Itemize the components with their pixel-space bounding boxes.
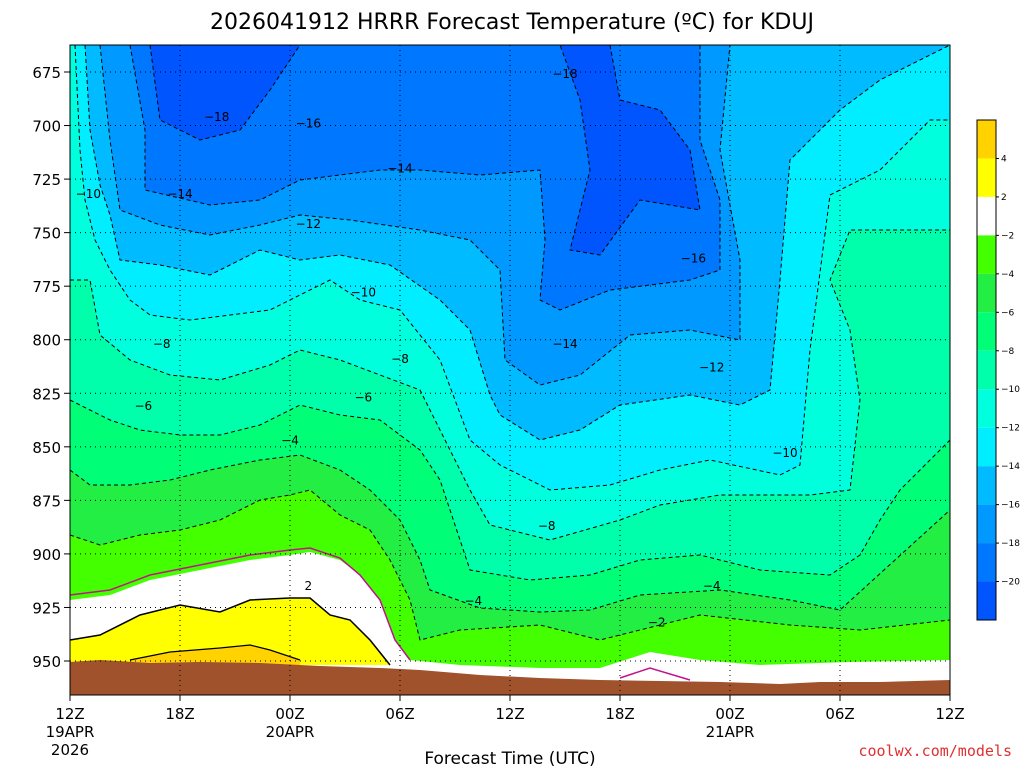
contour-label: −14 <box>387 161 412 175</box>
contour-label: −18 <box>552 67 577 81</box>
x-tick-label: 18Z <box>605 705 634 723</box>
x-date-label: 21APR <box>706 723 755 741</box>
x-tick-label: 06Z <box>825 705 854 723</box>
contour-label: 2 <box>305 579 313 593</box>
contour-label: −16 <box>681 251 706 265</box>
colorbar-label: −20 <box>1001 578 1020 588</box>
y-tick-label: 750 <box>32 225 61 243</box>
contour-label: −10 <box>772 446 797 460</box>
y-axis: 675 700 725 750 775 800 825 850 875 900 925 950 <box>32 64 70 671</box>
colorbar-segment <box>977 158 996 197</box>
colorbar-frame <box>976 119 997 621</box>
credit-text: coolwx.com/models <box>858 742 1012 760</box>
terrain <box>70 660 950 695</box>
x-tick-label: 12Z <box>55 705 84 723</box>
y-tick-label: 850 <box>32 439 61 457</box>
y-tick-label: 700 <box>32 118 61 136</box>
contour-labels: −18 −18 −16 −14 −14 −10 −12 −16 −10 −8 −14 −8 −12 −6 −… <box>76 67 798 629</box>
plot-area: −18 −18 −16 −14 −14 −10 −12 −16 −10 −8 −14 −8 −12 −6 −… <box>69 44 951 696</box>
colorbar: 4 2 −2 −4 −6 −8 −10 −12 −14 −16 −18 −20 <box>976 119 1020 621</box>
colorbar-label: −14 <box>1001 462 1020 472</box>
y-tick-label: 675 <box>32 64 61 82</box>
colorbar-segment <box>977 581 996 620</box>
colorbar-segment <box>977 273 996 313</box>
freezing-line <box>69 547 691 681</box>
x-tick-label: 12Z <box>935 705 964 723</box>
x-year-label: 2026 <box>51 741 89 759</box>
x-tick-label: 00Z <box>275 705 304 723</box>
contour-label: −18 <box>204 110 229 124</box>
colorbar-segment <box>977 235 996 274</box>
y-tick-label: 775 <box>32 278 61 296</box>
band-plus-4 <box>130 645 300 665</box>
contour-label: −8 <box>391 352 409 366</box>
y-tick-label: 875 <box>32 492 61 510</box>
colorbar-segment <box>977 427 996 467</box>
y-tick-label: 900 <box>32 546 61 564</box>
colorbar-segment <box>977 312 996 351</box>
contour-label: −2 <box>648 615 666 629</box>
y-tick-label: 950 <box>32 653 61 671</box>
y-tick-label: 825 <box>32 385 61 403</box>
chart-title: 2026041912 HRRR Forecast Temperature (ºC… <box>210 10 814 35</box>
colorbar-segment <box>977 196 996 236</box>
y-tick-label: 925 <box>32 599 61 617</box>
contour-label: −4 <box>464 594 482 608</box>
y-tick-label: 725 <box>32 171 61 189</box>
colorbar-label: −8 <box>1001 347 1015 357</box>
contour-label: −4 <box>281 433 299 447</box>
x-date-label: 20APR <box>266 723 315 741</box>
colorbar-segment <box>977 466 996 505</box>
x-tick-label: 18Z <box>165 705 194 723</box>
x-axis-label: Forecast Time (UTC) <box>424 749 595 768</box>
colorbar-segment <box>977 350 996 390</box>
x-date-label: 19APR <box>46 723 95 741</box>
contour-label: −10 <box>351 286 376 300</box>
colorbar-segment <box>977 543 996 582</box>
colorbar-segment <box>977 120 996 159</box>
plus-four-line <box>129 644 301 661</box>
colorbar-label: −16 <box>1001 501 1020 511</box>
contour-label: −6 <box>354 391 372 405</box>
contour-label: −6 <box>134 399 152 413</box>
contour-label: −12 <box>699 361 724 375</box>
contour-lines <box>69 44 951 641</box>
colorbar-segment <box>977 389 996 428</box>
contour-label: −8 <box>538 519 556 533</box>
x-tick-label: 12Z <box>495 705 524 723</box>
colorbar-label: −10 <box>1001 385 1020 395</box>
contour-label: −12 <box>296 217 321 231</box>
colorbar-segment <box>977 504 996 544</box>
contour-label: −10 <box>76 187 101 201</box>
contour-label: −14 <box>552 337 577 351</box>
colorbar-label: −18 <box>1001 539 1020 549</box>
contour-label: −4 <box>703 579 721 593</box>
colorbar-label: 2 <box>1001 193 1007 203</box>
contour-label: −8 <box>153 337 171 351</box>
colorbar-label: −4 <box>1001 270 1015 280</box>
contour-label: −14 <box>167 187 192 201</box>
colorbar-label: 4 <box>1001 154 1007 164</box>
colorbar-label: −2 <box>1001 231 1014 241</box>
grid-lines <box>70 45 950 695</box>
colorbar-label: −6 <box>1001 308 1015 318</box>
y-tick-label: 800 <box>32 332 61 350</box>
x-tick-label: 06Z <box>385 705 414 723</box>
x-tick-label: 00Z <box>715 705 744 723</box>
band-plus-2 <box>70 598 390 665</box>
contour-label: −16 <box>296 116 321 130</box>
plus-two-line <box>69 597 391 666</box>
colorbar-label: −12 <box>1001 424 1020 434</box>
